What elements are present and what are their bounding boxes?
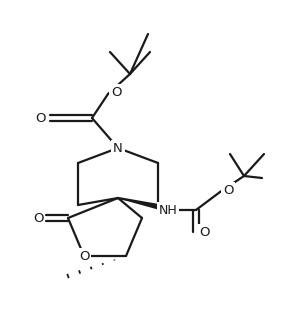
Polygon shape [118, 198, 168, 212]
Text: NH: NH [159, 203, 177, 216]
Text: O: O [223, 183, 233, 197]
Text: O: O [35, 111, 45, 124]
Text: O: O [111, 85, 121, 99]
Text: O: O [33, 212, 43, 225]
Text: N: N [113, 142, 123, 154]
Text: O: O [199, 225, 209, 239]
Text: O: O [79, 250, 89, 263]
